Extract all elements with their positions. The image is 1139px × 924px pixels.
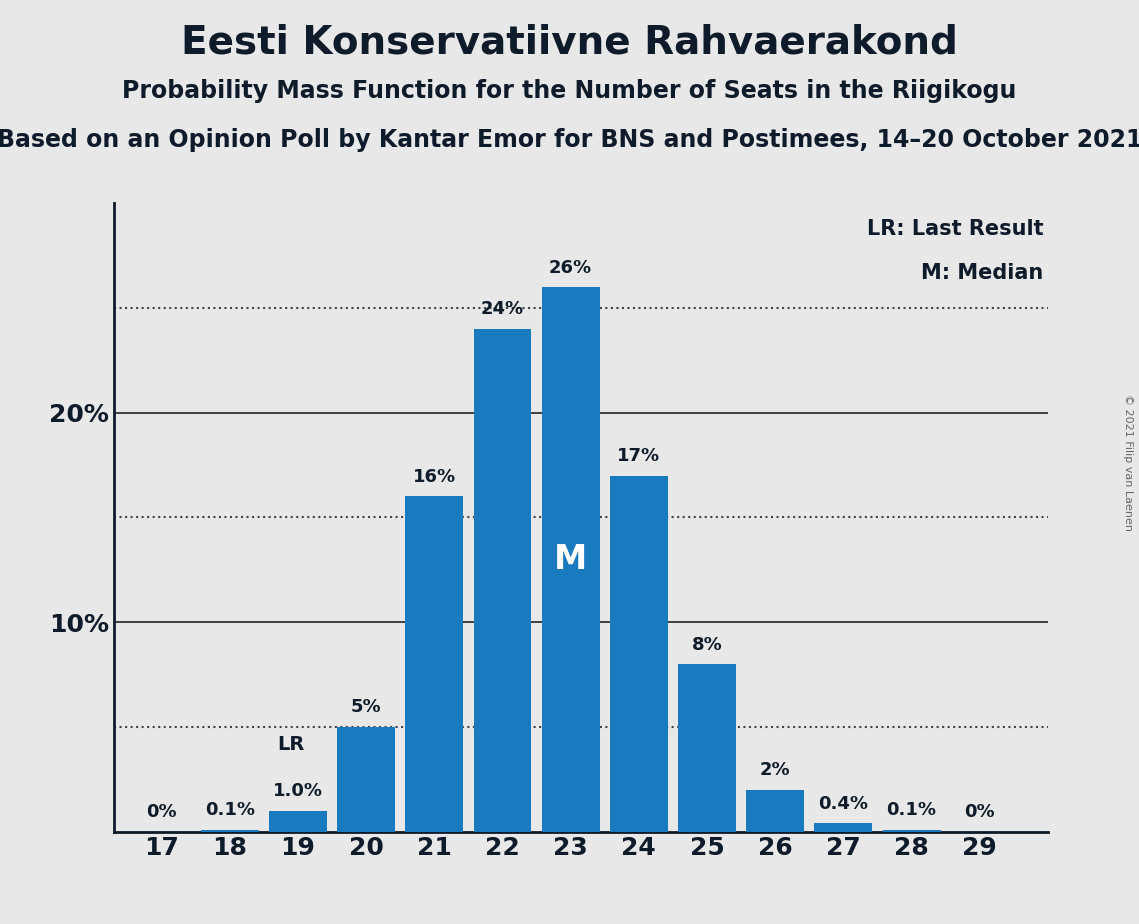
Bar — [609, 476, 667, 832]
Text: 0.4%: 0.4% — [818, 795, 868, 813]
Text: 17%: 17% — [617, 447, 661, 465]
Text: 5%: 5% — [351, 699, 382, 716]
Text: 16%: 16% — [412, 468, 456, 486]
Text: 0%: 0% — [146, 803, 177, 821]
Bar — [474, 329, 532, 832]
Text: Probability Mass Function for the Number of Seats in the Riigikogu: Probability Mass Function for the Number… — [122, 79, 1017, 103]
Text: 0%: 0% — [965, 803, 995, 821]
Text: 1.0%: 1.0% — [273, 783, 323, 800]
Text: 24%: 24% — [481, 300, 524, 319]
Text: Based on an Opinion Poll by Kantar Emor for BNS and Postimees, 14–20 October 202: Based on an Opinion Poll by Kantar Emor … — [0, 128, 1139, 152]
Text: 0.1%: 0.1% — [886, 801, 936, 819]
Text: 0.1%: 0.1% — [205, 801, 255, 819]
Text: LR: LR — [278, 736, 305, 754]
Text: Eesti Konservatiivne Rahvaerakond: Eesti Konservatiivne Rahvaerakond — [181, 23, 958, 61]
Bar — [200, 830, 259, 832]
Text: 8%: 8% — [691, 636, 722, 653]
Text: LR: Last Result: LR: Last Result — [867, 219, 1043, 239]
Bar — [405, 496, 464, 832]
Bar — [269, 810, 327, 832]
Text: © 2021 Filip van Laenen: © 2021 Filip van Laenen — [1123, 394, 1133, 530]
Text: 2%: 2% — [760, 761, 790, 779]
Bar — [814, 823, 872, 832]
Bar — [337, 727, 395, 832]
Bar — [542, 287, 599, 832]
Bar — [678, 664, 736, 832]
Text: M: M — [554, 542, 588, 576]
Text: 26%: 26% — [549, 259, 592, 276]
Bar — [746, 790, 804, 832]
Text: M: Median: M: Median — [921, 263, 1043, 283]
Bar — [883, 830, 941, 832]
